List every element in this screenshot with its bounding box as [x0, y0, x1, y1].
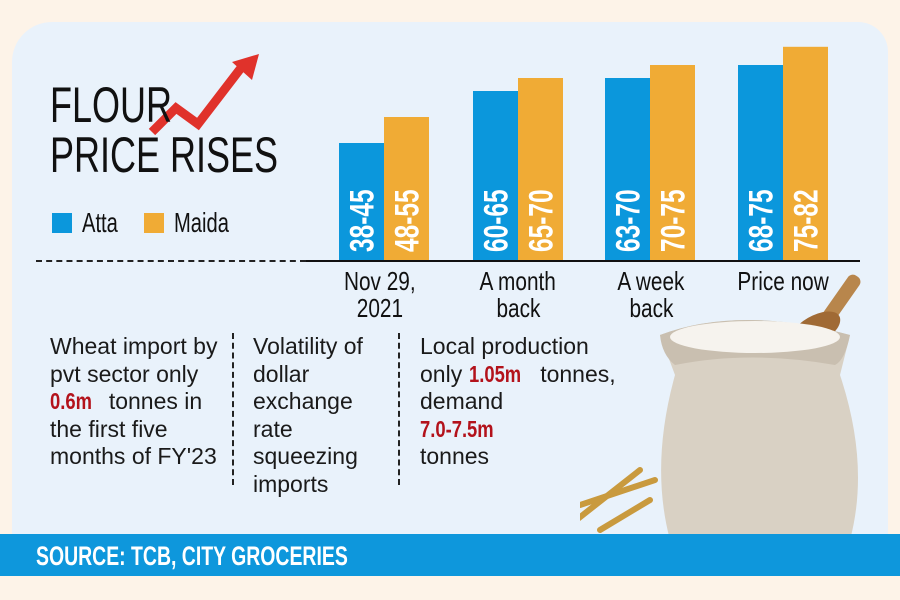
x-label-3: Price now — [737, 266, 829, 296]
legend-label-atta: Atta — [82, 206, 118, 238]
page-title: FLOUR PRICE RISES — [50, 80, 367, 180]
legend-label-maida: Maida — [173, 206, 229, 238]
bar-atta-1 — [473, 91, 518, 260]
source-text: SOURCE: TCB, CITY GROCERIES — [36, 541, 348, 571]
note-dollar-volatility: Volatility of dollar exchange rate squee… — [253, 333, 363, 497]
bar-label-maida-1: 65-70 — [523, 189, 561, 252]
divider-dashed — [36, 260, 306, 262]
bar-label-maida-0: 48-55 — [389, 189, 427, 252]
bar-label-atta-0: 38-45 — [344, 189, 382, 252]
source-bar: SOURCE: TCB, CITY GROCERIES — [0, 534, 900, 576]
bar-label-atta-1: 60-65 — [478, 189, 516, 252]
x-label-2: A week back — [617, 266, 685, 323]
bar-atta-3 — [738, 65, 783, 260]
bar-chart: 38-45 60-65 63-70 68-75 48-55 65-70 70-75 75-82 — [306, 46, 860, 262]
note-divider — [398, 333, 400, 485]
note-local-production: Local production only 1.05m tonnes, dema… — [420, 333, 616, 469]
bar-maida-2 — [650, 65, 695, 260]
bar-maida-3 — [783, 46, 828, 260]
bar-atta-0 — [339, 143, 384, 260]
title-line-1: FLOUR — [50, 77, 173, 133]
bar-label-maida-2: 70-75 — [655, 189, 693, 252]
bar-maida-0 — [384, 117, 429, 260]
title-line-2: PRICE RISES — [50, 127, 279, 183]
bar-label-maida-3: 75-82 — [788, 189, 826, 252]
x-label-1: A month back — [479, 266, 557, 323]
bar-atta-2 — [605, 78, 650, 260]
note-wheat-import: Wheat import by pvt sector only 0.6m ton… — [50, 333, 218, 469]
legend-swatch-atta — [52, 212, 72, 233]
bar-label-atta-3: 68-75 — [743, 189, 781, 252]
legend-swatch-maida — [143, 212, 164, 233]
note-divider — [232, 333, 234, 485]
legend: Atta Maida — [52, 205, 250, 239]
rising-arrow-icon — [148, 54, 259, 136]
x-label-0: Nov 29, 2021 — [344, 266, 416, 323]
bar-label-atta-2: 63-70 — [610, 189, 648, 252]
bar-maida-1 — [518, 78, 563, 260]
